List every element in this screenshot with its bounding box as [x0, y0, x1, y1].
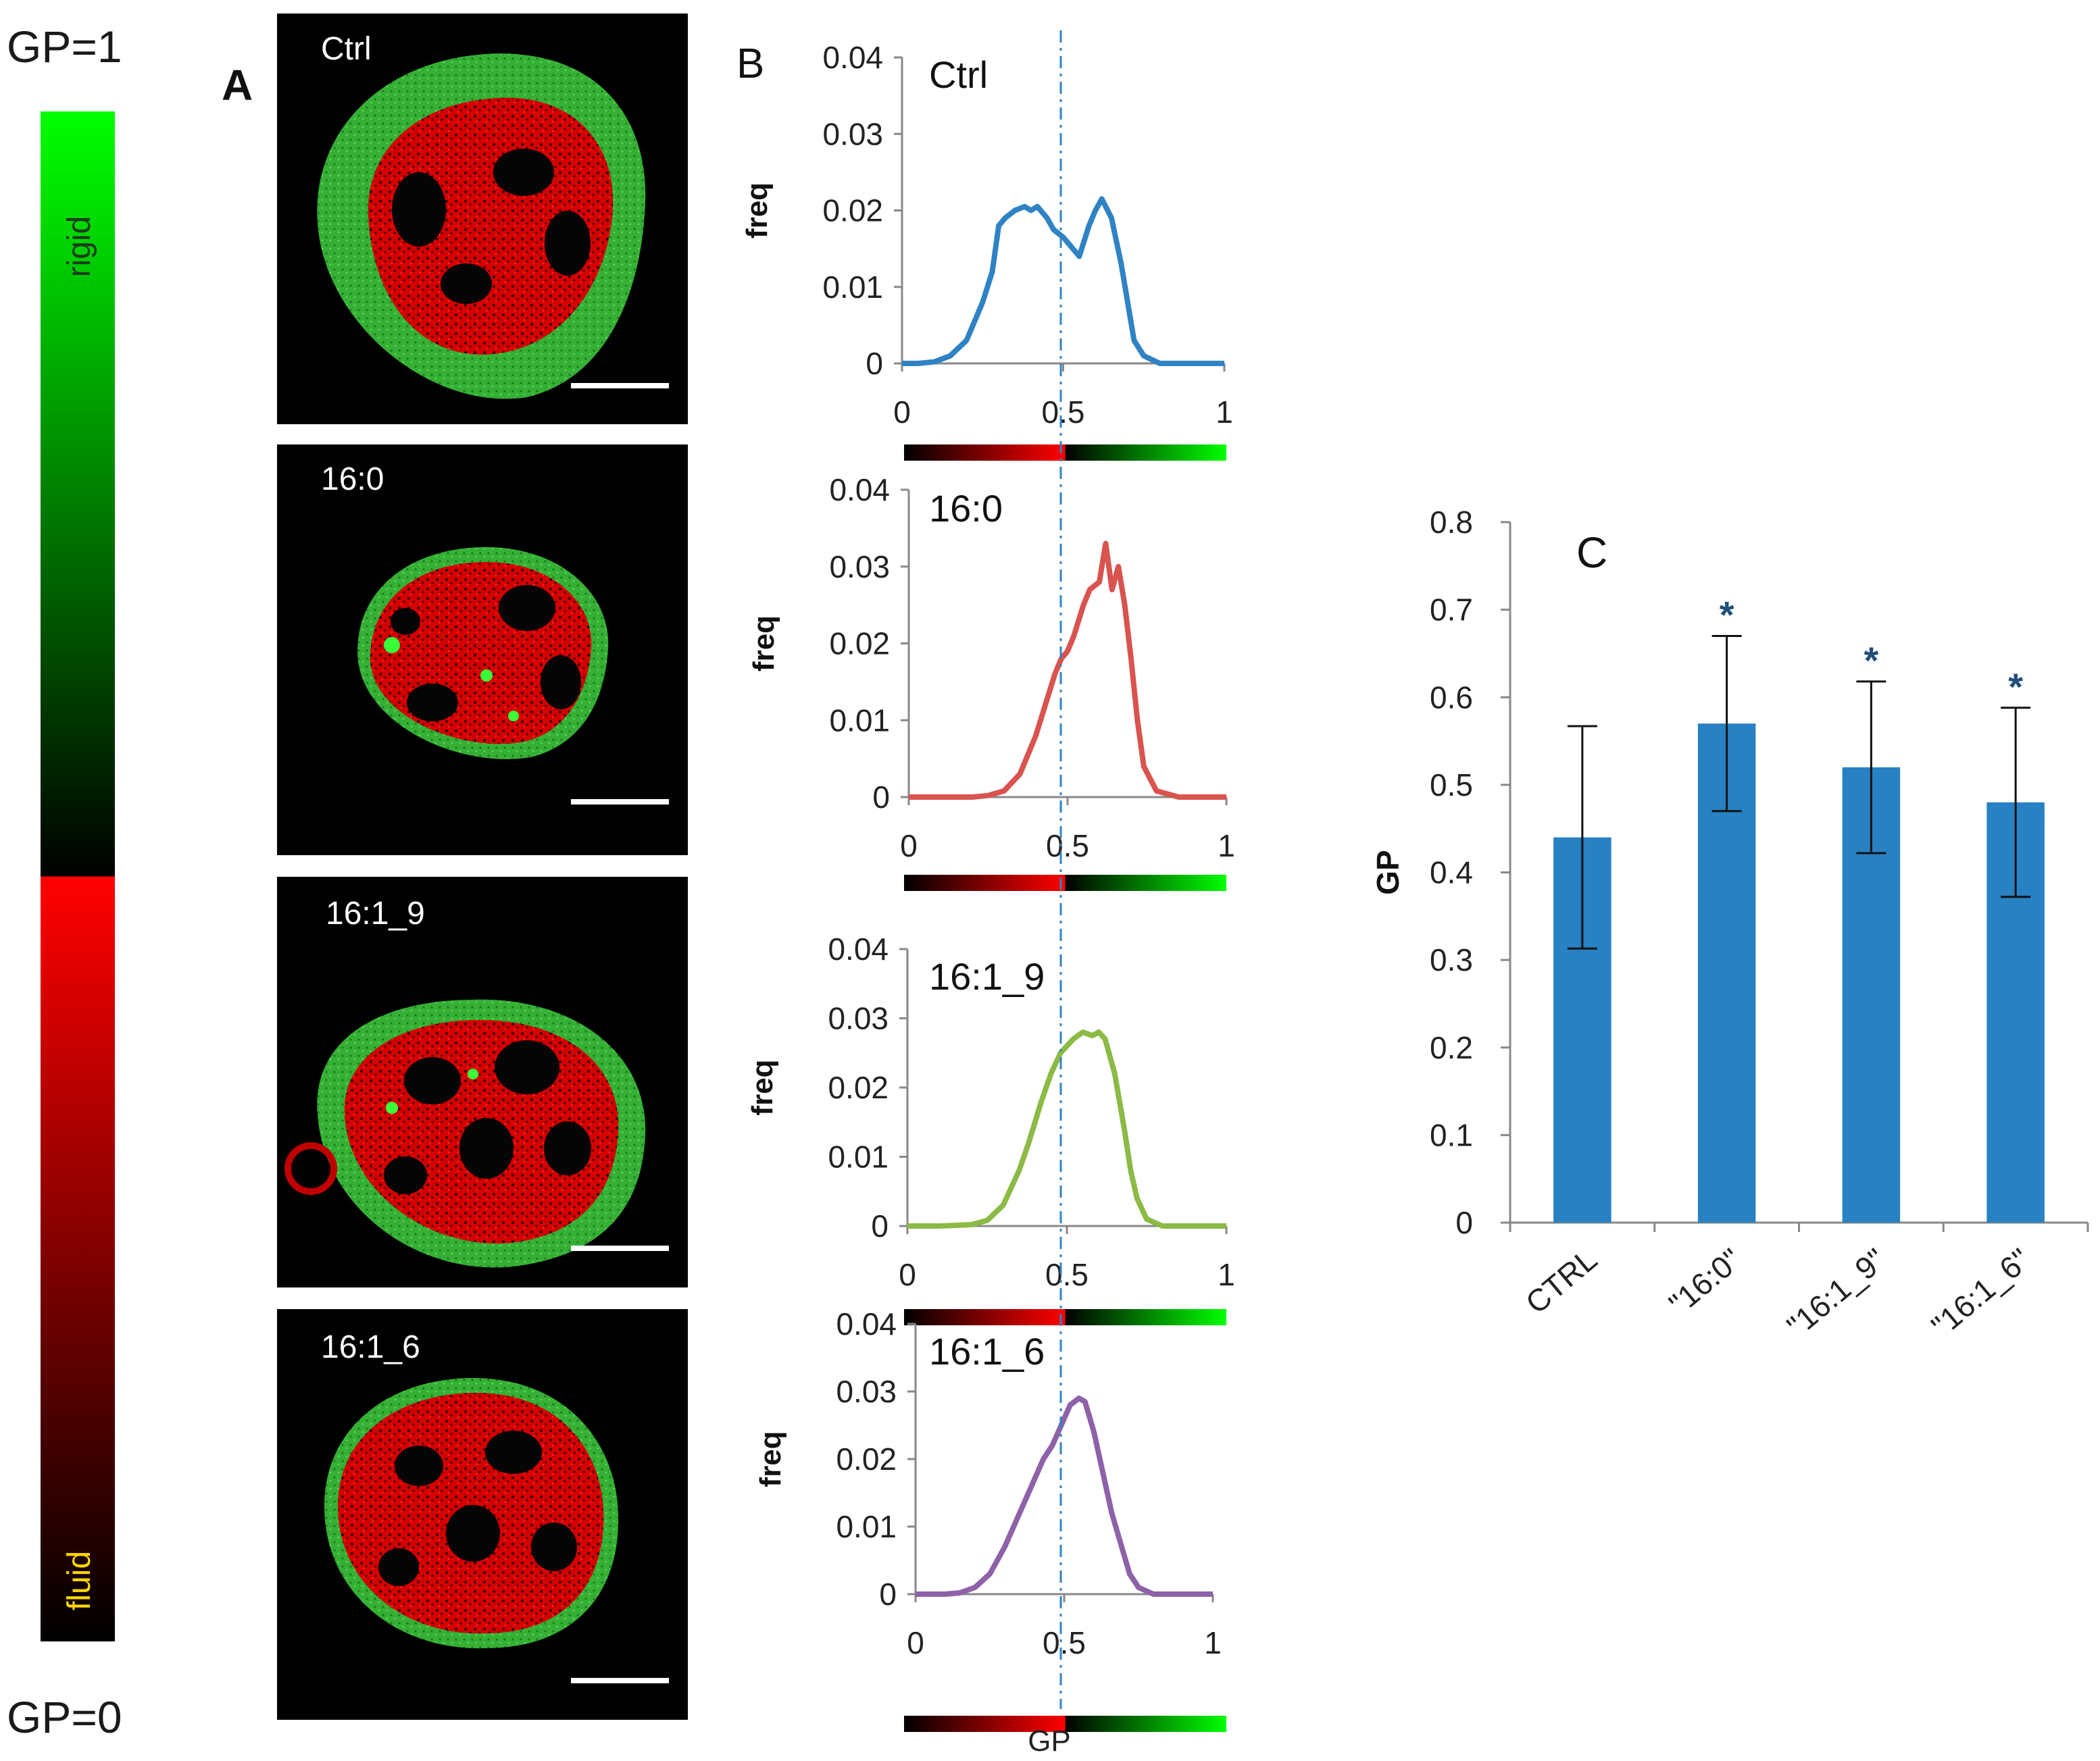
x-tick-label: 0 [907, 1625, 924, 1660]
panel-c-bar-chart: 0 0.1 0.2 0.3 0.4 0.5 0.6 0.7 0.8 GP CTRL * "16:0" * "… [1370, 505, 2089, 1344]
scale-bar-ctrl [571, 383, 669, 388]
histogram-title: 16:1_9 [929, 955, 1045, 998]
y-tick-label: 0.3 [1430, 942, 1473, 977]
x-tick-label: 1 [1204, 1625, 1222, 1660]
panel-b-histograms: 00.010.020.030.040 0.5 1freqCtrl00.010.020… [741, 40, 1235, 1732]
x-tick-label: 0 [899, 1257, 916, 1292]
y-tick-label: 0.04 [829, 472, 890, 507]
micrograph-label-ctrl: Ctrl [321, 31, 372, 67]
y-axis-label: freq [746, 1059, 779, 1115]
micrograph-16-0: 16:0 [277, 444, 688, 855]
y-tick-label: 0.2 [1430, 1030, 1473, 1065]
y-tick-label: 0.02 [836, 1441, 897, 1477]
panel-b-x-label: GP [1028, 1725, 1071, 1758]
x-tick-label: 1 [1218, 828, 1235, 863]
histogram-16-1-9: 0 0.01 0.02 0.03 0.04 0 0.5 1 freq 16:1_9 [746, 931, 1235, 1325]
y-tick-label: 0.03 [836, 1374, 897, 1409]
y-tick-label: 0.5 [1430, 767, 1473, 802]
y-axis-label: freq [754, 1431, 787, 1487]
category-label: "16:0" [1662, 1242, 1748, 1321]
x-tick-label: 0 [900, 828, 918, 863]
series-line [907, 1029, 1226, 1229]
y-tick-label: 0.01 [836, 1509, 897, 1544]
x-tick-label: 1 [1216, 394, 1233, 430]
y-axis-label: GP [1370, 850, 1405, 894]
histogram-ctrl: 0 0.01 0.02 0.03 0.04 0 0.5 1 freq Ctrl [741, 40, 1233, 461]
y-tick-label: 0.8 [1430, 505, 1473, 540]
panel-a-label: A [222, 61, 253, 109]
gp-scale-bar: GP=1 rigid fluid GP=0 [7, 22, 122, 1742]
y-tick-label: 0.03 [829, 549, 890, 584]
significance-star: * [1720, 594, 1734, 636]
y-tick-label: 0 [1455, 1205, 1473, 1240]
micrograph-label-16-1-9: 16:1_9 [326, 896, 425, 931]
panel-c-label: C [1576, 528, 1607, 577]
series-line [909, 540, 1226, 800]
x-tick-label: 0.5 [1042, 394, 1085, 430]
y-tick-label: 0.1 [1430, 1117, 1473, 1152]
significance-star: * [1864, 639, 1878, 682]
y-tick-label: 0.04 [822, 40, 883, 75]
scale-bar-16-0 [571, 799, 669, 805]
histogram-16-0: 0 0.01 0.02 0.03 0.04 0 0.5 1 freq 16:0 [747, 472, 1235, 891]
category-label: CTRL [1519, 1242, 1603, 1321]
y-tick-label: 0.01 [822, 270, 883, 305]
y-tick-label: 0.01 [828, 1140, 889, 1175]
gp-bottom-label: GP=0 [7, 1692, 122, 1742]
y-axis-label: freq [747, 615, 780, 671]
gp-color-bar [904, 1716, 1226, 1732]
micrograph-ctrl: Ctrl [277, 14, 688, 424]
category-label: "16:1_9" [1780, 1242, 1893, 1344]
gp-color-bar [904, 875, 1226, 891]
y-tick-label: 0.04 [836, 1306, 897, 1342]
y-axis-label: freq [741, 182, 774, 238]
y-tick-label: 0 [871, 1208, 889, 1244]
scale-bar-16-1-6 [571, 1678, 669, 1683]
y-tick-label: 0.02 [822, 193, 883, 228]
micrograph-16-1-6: 16:1_6 [277, 1309, 688, 1720]
y-tick-label: 0.02 [828, 1070, 889, 1105]
y-tick-label: 0 [866, 346, 883, 381]
panel-b-label: B [736, 41, 764, 87]
y-tick-label: 0.03 [828, 1001, 889, 1036]
y-tick-label: 0.6 [1430, 680, 1473, 715]
significance-star: * [2008, 665, 2023, 708]
y-tick-label: 0.03 [822, 116, 883, 151]
x-tick-label: 0.5 [1045, 1257, 1089, 1292]
gp-top-label: GP=1 [7, 22, 122, 72]
gp-color-bar [904, 444, 1226, 461]
y-tick-label: 0 [872, 780, 890, 815]
rigid-label: rigid [61, 216, 97, 278]
gp-gradient-bar [41, 111, 115, 1641]
histogram-title: Ctrl [929, 53, 988, 96]
x-tick-label: 0 [893, 394, 911, 430]
x-tick-label: 0.5 [1046, 828, 1089, 863]
micrograph-label-16-1-6: 16:1_6 [321, 1329, 420, 1365]
micrograph-16-1-9: 16:1_9 [277, 877, 688, 1287]
gp-color-bar [904, 1309, 1226, 1325]
y-tick-label: 0.7 [1430, 592, 1473, 628]
y-tick-label: 0.02 [829, 626, 890, 661]
y-tick-label: 0.4 [1430, 855, 1473, 890]
scale-bar-16-1-9 [571, 1246, 669, 1251]
series-line [916, 1396, 1213, 1597]
x-tick-label: 1 [1218, 1257, 1235, 1292]
histogram-title: 16:1_6 [929, 1330, 1045, 1373]
histogram-title: 16:0 [929, 487, 1003, 530]
y-tick-label: 0.01 [829, 703, 890, 738]
category-label: "16:1_6" [1924, 1242, 2036, 1344]
x-tick-label: 0.5 [1043, 1625, 1086, 1660]
series-line [902, 196, 1224, 366]
fluid-label: fluid [61, 1551, 97, 1610]
y-tick-label: 0.04 [828, 931, 889, 967]
histogram-16-1-6: 0 0.01 0.02 0.03 0.04 0 0.5 1 freq 16:1_6 [754, 1306, 1226, 1732]
micrograph-label-16-0: 16:0 [321, 461, 384, 497]
y-tick-label: 0 [879, 1577, 897, 1612]
